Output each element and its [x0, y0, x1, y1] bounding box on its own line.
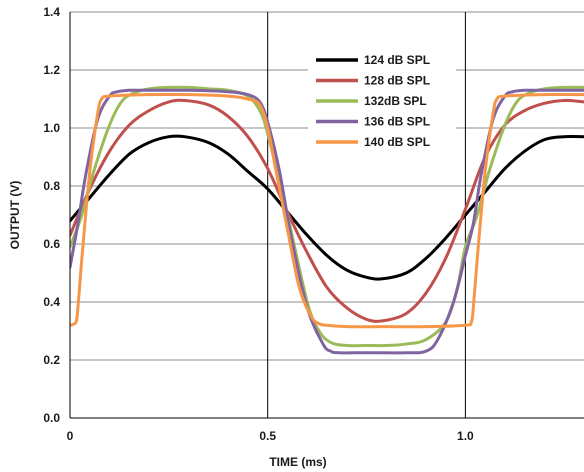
- x-tick-label: 0.5: [259, 429, 276, 443]
- y-tick-label: 0.8: [43, 179, 60, 193]
- tick-labels: 0.0 0.2 0.4 0.6 0.8 1.0 1.2 1.4 0 0.5 1.0: [43, 5, 474, 443]
- x-tick-label: 1.0: [457, 429, 474, 443]
- y-tick-label: 1.2: [43, 63, 60, 77]
- legend-label: 128 dB SPL: [364, 74, 430, 88]
- y-axis-title: OUTPUT (V): [8, 181, 22, 250]
- legend: 124 dB SPL 128 dB SPL 132dB SPL 136 dB SPL 1…: [308, 48, 456, 162]
- series-line-140-db-spl: [70, 92, 584, 329]
- legend-label: 140 dB SPL: [364, 135, 430, 149]
- x-tick-label: 0: [67, 429, 74, 443]
- series-line-128-db-spl: [70, 98, 584, 323]
- x-axis-title: TIME (ms): [269, 455, 326, 469]
- series-line-124-db-spl: [70, 134, 584, 281]
- series-lines: [70, 85, 584, 355]
- y-tick-label: 0.2: [43, 353, 60, 367]
- y-tick-label: 0.0: [43, 411, 60, 425]
- y-tick-label: 0.4: [43, 295, 60, 309]
- axes: [69, 12, 584, 419]
- legend-label: 132dB SPL: [364, 94, 427, 108]
- legend-label: 136 dB SPL: [364, 115, 430, 129]
- y-tick-label: 1.0: [43, 121, 60, 135]
- legend-label: 124 dB SPL: [364, 53, 430, 67]
- y-tick-label: 0.6: [43, 237, 60, 251]
- y-tick-label: 1.4: [43, 5, 60, 19]
